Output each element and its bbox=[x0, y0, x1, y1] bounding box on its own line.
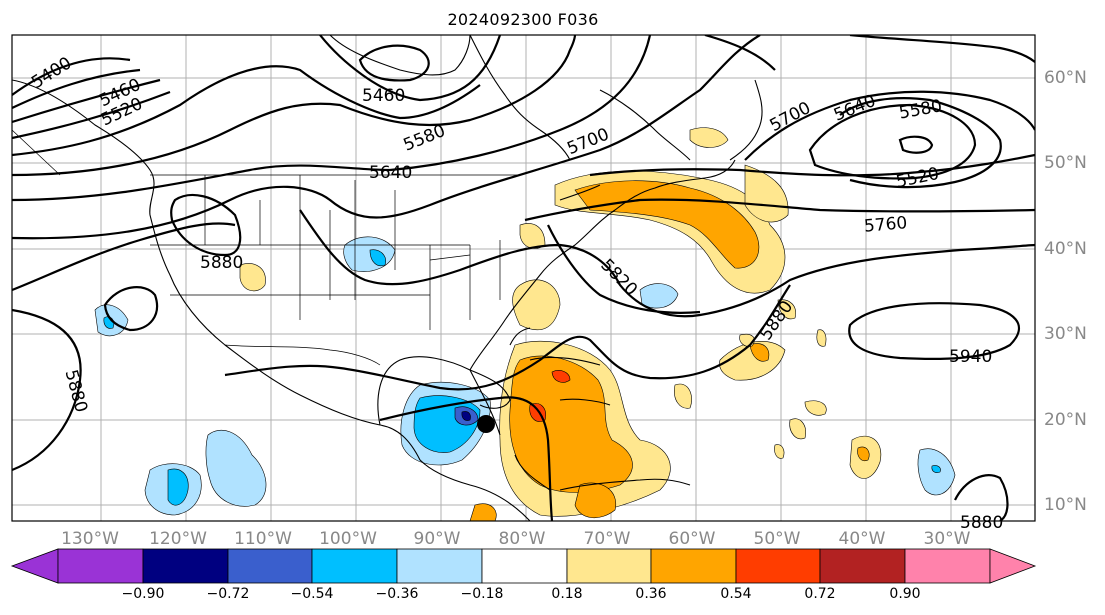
lon-label: 90°W bbox=[413, 529, 461, 549]
colorbar-tick: 0.18 bbox=[551, 586, 583, 602]
colorbar-tick: 0.72 bbox=[804, 586, 836, 602]
lat-label: 20°N bbox=[1044, 410, 1087, 430]
lon-label: 50°W bbox=[753, 529, 801, 549]
contour-label: 5640 bbox=[369, 163, 412, 183]
lon-label: 100°W bbox=[319, 529, 377, 549]
colorbar-segment bbox=[566, 548, 652, 584]
colorbar-tick: 0.90 bbox=[889, 586, 921, 602]
lon-label: 30°W bbox=[923, 529, 971, 549]
colorbar-segment bbox=[989, 548, 1037, 584]
political-borders bbox=[12, 129, 520, 366]
colorbar-tick: −0.54 bbox=[290, 586, 334, 602]
lat-label: 10°N bbox=[1044, 495, 1087, 515]
lat-label: 60°N bbox=[1044, 68, 1087, 88]
contour-label: 5940 bbox=[949, 347, 992, 367]
colorbar-segment bbox=[10, 548, 59, 584]
lat-label: 30°N bbox=[1044, 324, 1087, 344]
colorbar-segment bbox=[142, 548, 229, 584]
contour-label: 5880 bbox=[200, 253, 243, 273]
colorbar-tick: −0.18 bbox=[460, 586, 504, 602]
colorbar-segment bbox=[57, 548, 144, 584]
lat-label: 40°N bbox=[1044, 239, 1087, 259]
lon-label: 80°W bbox=[498, 529, 546, 549]
colorbar-tick: −0.36 bbox=[375, 586, 419, 602]
height-contours bbox=[12, 35, 1035, 521]
lon-label: 110°W bbox=[234, 529, 292, 549]
lon-label: 70°W bbox=[583, 529, 631, 549]
lon-label: 120°W bbox=[149, 529, 207, 549]
map-frame bbox=[11, 34, 1036, 522]
contour-label: 5460 bbox=[362, 86, 405, 106]
colorbar-segment bbox=[311, 548, 398, 584]
colorbar-segment bbox=[735, 548, 821, 584]
lat-label: 50°N bbox=[1044, 153, 1087, 173]
colorbar-segment bbox=[819, 548, 906, 584]
positive-anomaly-shading bbox=[239, 127, 882, 521]
lon-label: 40°W bbox=[838, 529, 886, 549]
colorbar-tick: 0.36 bbox=[635, 586, 667, 602]
storm-center-marker bbox=[477, 415, 495, 433]
colorbar-segment bbox=[904, 548, 991, 584]
contour-label: 5760 bbox=[863, 213, 908, 237]
colorbar-segment bbox=[227, 548, 313, 584]
lon-label: 60°W bbox=[668, 529, 716, 549]
contour-label: 5880 bbox=[960, 513, 1003, 533]
colorbar-tick: 0.54 bbox=[720, 586, 752, 602]
colorbar-tick: −0.90 bbox=[121, 586, 165, 602]
lon-label: 130°W bbox=[61, 529, 119, 549]
map-title: 2024092300 F036 bbox=[447, 10, 599, 29]
colorbar-segment bbox=[481, 548, 568, 584]
colorbar-tick: −0.72 bbox=[206, 586, 250, 602]
colorbar-segment bbox=[650, 548, 737, 584]
colorbar bbox=[10, 548, 1037, 584]
colorbar-segment bbox=[396, 548, 483, 584]
